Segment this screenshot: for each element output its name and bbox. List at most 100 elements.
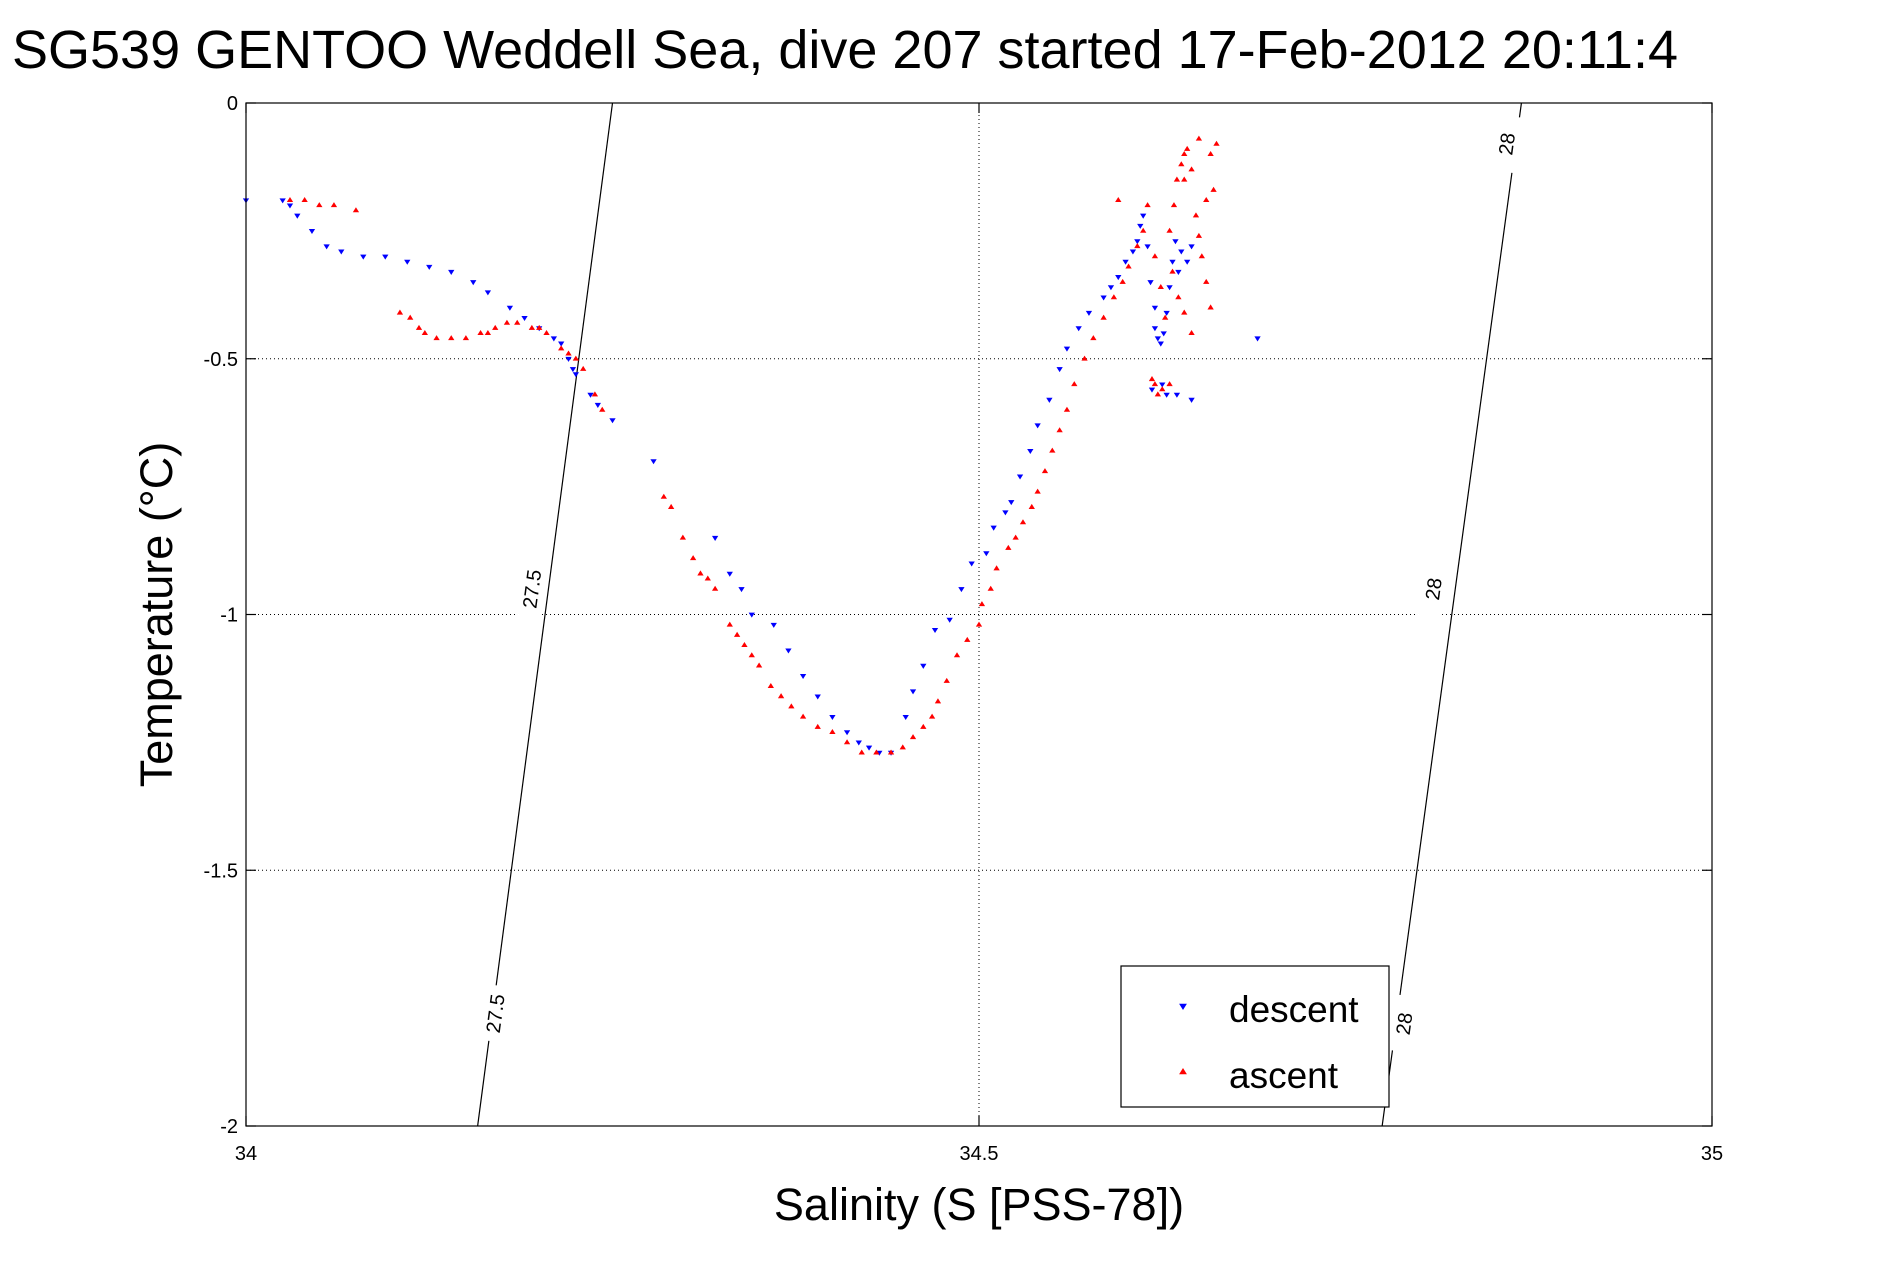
descent-point [1056,367,1063,373]
descent-point [843,730,851,736]
ascent-point [920,723,927,729]
ascent-point [352,207,360,213]
y-tick-label: -0.5 [204,349,238,371]
ascent-point [1081,355,1088,361]
ascent-point [964,636,971,642]
ascent-point [286,197,294,203]
ascent-point [799,713,807,719]
ascent-point [697,570,704,576]
descent-point [799,674,807,680]
descent-point [323,244,330,250]
ascent-point [1166,227,1173,233]
descent-point [990,525,997,531]
descent-point [1154,336,1161,342]
contour-label: 27.5 [483,993,510,1034]
descent-point [404,259,411,265]
descent-point [1151,326,1159,332]
ascent-point [1188,166,1195,172]
ascent-point [1181,309,1188,315]
ascent-point [1207,304,1214,310]
ascent-point [316,202,323,208]
descent-point [1075,326,1082,332]
contour-label: 28 [1393,1011,1418,1036]
descent-point [1140,213,1147,219]
ascent-point [711,585,719,591]
ascent-point [514,319,521,325]
ascent-point [1148,376,1156,382]
descent-point [426,264,433,270]
ascent-point [484,330,492,336]
ascent-point [1049,447,1056,453]
ascent-point [1041,468,1049,474]
ascent-point [660,493,667,499]
ascent-point [1028,503,1035,509]
ascent-point [975,621,983,627]
ascent-point [301,197,308,203]
ascent-point [415,324,423,330]
descent-point [1016,474,1024,480]
ascent-point [462,335,470,341]
ascent-point [777,693,785,699]
ascent-point [704,575,711,581]
ascent-point [1210,186,1217,192]
ascent-point [1162,314,1169,320]
descent-point [1107,285,1115,291]
descent-point [931,627,939,634]
ascent-point [733,631,741,637]
contour-label: 27.5 [519,568,546,609]
descent-point [726,571,733,577]
ascent-point [477,330,484,336]
ascent-point [1175,294,1182,300]
descent-point [1046,397,1053,403]
x-tick-label: 34 [235,1143,257,1165]
ascent-point [1207,150,1214,157]
descent-point [1144,244,1151,250]
ascent-series [286,135,1220,755]
descent-point [958,587,965,593]
ascent-point [1192,212,1200,218]
ascent-point [843,739,851,745]
ascent-point [528,324,536,330]
ascent-point [492,324,499,330]
tick-labels: 34 34.5 35 0 -0.5 -1 -1.5 -2 [204,93,1724,1165]
descent-point [1254,336,1261,342]
descent-point [738,587,745,593]
contour-label-bg [1491,114,1523,174]
descent-point [279,198,286,204]
descent-point [587,392,594,398]
ascent-point [1213,140,1220,146]
ascent-point [689,555,697,561]
descent-point [946,617,953,623]
ascent-point [788,703,795,709]
ascent-point [814,723,821,729]
legend-ascent-label: ascent [1229,1055,1339,1096]
ascent-point [591,391,599,397]
descent-point [1166,285,1173,291]
ascent-point [580,365,587,371]
descent-point [360,254,367,260]
ascent-point [1115,197,1122,203]
ascent-point [928,713,936,719]
ascent-point [503,319,511,325]
density-contours: 27.5 27.5 28 28 28 [477,102,1523,1127]
contour-label-bg [479,984,511,1043]
descent-point [308,229,316,235]
legend-descent-label: descent [1229,989,1359,1030]
x-tick-label: 35 [1701,1143,1723,1165]
descent-point [1147,280,1154,286]
y-tick-label: -1.5 [204,860,238,882]
descent-point [902,714,909,720]
ascent-point [1170,202,1178,208]
legend-descent-marker [1179,1003,1187,1010]
ascent-point [943,677,950,683]
ascent-point [755,662,763,668]
descent-point [569,367,577,373]
descent-point [1148,387,1156,393]
axes [245,102,1713,1127]
ascent-point [565,350,572,356]
descent-point [1085,310,1093,316]
descent-point [1163,310,1170,316]
descent-point [920,663,927,669]
ascent-point [1198,253,1205,259]
